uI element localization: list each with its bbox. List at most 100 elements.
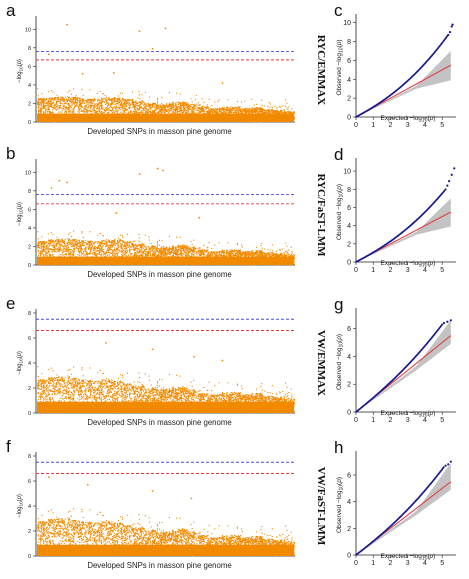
snp-point	[39, 241, 41, 243]
snp-point	[106, 239, 108, 241]
snp-point	[67, 103, 69, 105]
snp-point	[238, 112, 240, 114]
snp-point	[262, 112, 264, 114]
snp-point	[125, 112, 127, 114]
snp-point	[172, 108, 174, 110]
snp-point	[130, 99, 132, 101]
snp-point	[50, 239, 52, 241]
snp-point	[223, 113, 225, 115]
snp-point	[176, 109, 178, 111]
snp-point	[114, 252, 116, 254]
snp-point	[68, 102, 70, 104]
snp-point	[111, 104, 113, 106]
snp-point	[121, 106, 123, 108]
snp-point	[118, 100, 120, 102]
snp-point	[144, 106, 146, 108]
snp-point	[232, 249, 234, 251]
snp-point	[47, 242, 49, 244]
snp-point	[142, 101, 144, 103]
snp-point	[58, 99, 60, 101]
snp-point	[73, 98, 75, 100]
snp-point	[133, 249, 135, 251]
snp-point	[43, 105, 45, 107]
snp-point	[73, 108, 75, 110]
snp-point	[208, 110, 210, 112]
snp-point	[56, 94, 58, 96]
snp-point	[52, 97, 54, 99]
snp-point	[220, 108, 222, 110]
snp-point	[64, 102, 66, 104]
snp-point	[125, 248, 127, 250]
snp-point	[245, 252, 247, 254]
snp-point	[43, 110, 45, 112]
snp-point	[162, 105, 164, 107]
snp-point	[284, 112, 286, 114]
snp-point	[123, 107, 125, 109]
snp-point	[89, 102, 91, 104]
snp-point	[210, 108, 212, 110]
snp-point	[53, 241, 55, 243]
snp-point	[71, 100, 73, 102]
snp-point	[242, 253, 244, 255]
snp-point	[182, 105, 184, 107]
snp-point	[237, 109, 239, 111]
snp-point	[251, 98, 253, 100]
snp-point	[53, 242, 55, 244]
snp-point	[89, 100, 91, 102]
snp-point	[44, 99, 46, 101]
snp-point	[111, 254, 113, 256]
snp-point	[48, 251, 50, 253]
snp-point	[194, 109, 196, 111]
snp-point	[242, 251, 244, 253]
snp-point	[249, 108, 251, 110]
snp-point	[151, 245, 153, 247]
snp-point	[286, 102, 288, 104]
snp-point	[38, 253, 40, 255]
snp-point	[117, 110, 119, 112]
snp-point	[67, 102, 69, 104]
snp-point	[87, 103, 89, 105]
snp-point	[197, 102, 199, 104]
snp-point	[56, 248, 58, 250]
snp-point	[49, 102, 51, 104]
snp-point	[208, 98, 210, 100]
snp-point	[64, 102, 66, 104]
snp-point	[65, 106, 67, 108]
snp-point	[129, 112, 131, 114]
snp-point	[194, 107, 196, 109]
snp-point	[123, 101, 125, 103]
snp-point	[215, 112, 217, 114]
snp-point	[100, 111, 102, 113]
snp-point	[134, 105, 136, 107]
snp-point	[144, 91, 146, 93]
snp-point	[189, 250, 191, 252]
snp-outlier	[151, 47, 154, 50]
snp-point	[232, 253, 234, 255]
snp-point	[44, 100, 46, 102]
snp-point	[126, 102, 128, 104]
snp-point	[244, 100, 246, 102]
snp-point	[63, 245, 65, 247]
snp-point	[83, 108, 85, 110]
snp-point	[80, 242, 82, 244]
snp-point	[155, 251, 157, 253]
snp-point	[100, 250, 102, 252]
snp-point	[145, 254, 147, 256]
snp-point	[188, 105, 190, 107]
snp-point	[97, 104, 99, 106]
snp-point	[125, 103, 127, 105]
snp-point	[125, 248, 127, 250]
snp-point	[171, 245, 173, 247]
snp-point	[133, 252, 135, 254]
snp-point	[121, 101, 123, 103]
method-label: RYC/EMMAX	[315, 35, 327, 106]
snp-point	[54, 103, 56, 105]
snp-point	[73, 248, 75, 250]
snp-point	[142, 246, 144, 248]
snp-point	[116, 247, 118, 249]
snp-point	[89, 110, 91, 112]
snp-point	[215, 108, 217, 110]
snp-point	[45, 104, 47, 106]
snp-point	[277, 113, 279, 115]
snp-point	[122, 104, 124, 106]
